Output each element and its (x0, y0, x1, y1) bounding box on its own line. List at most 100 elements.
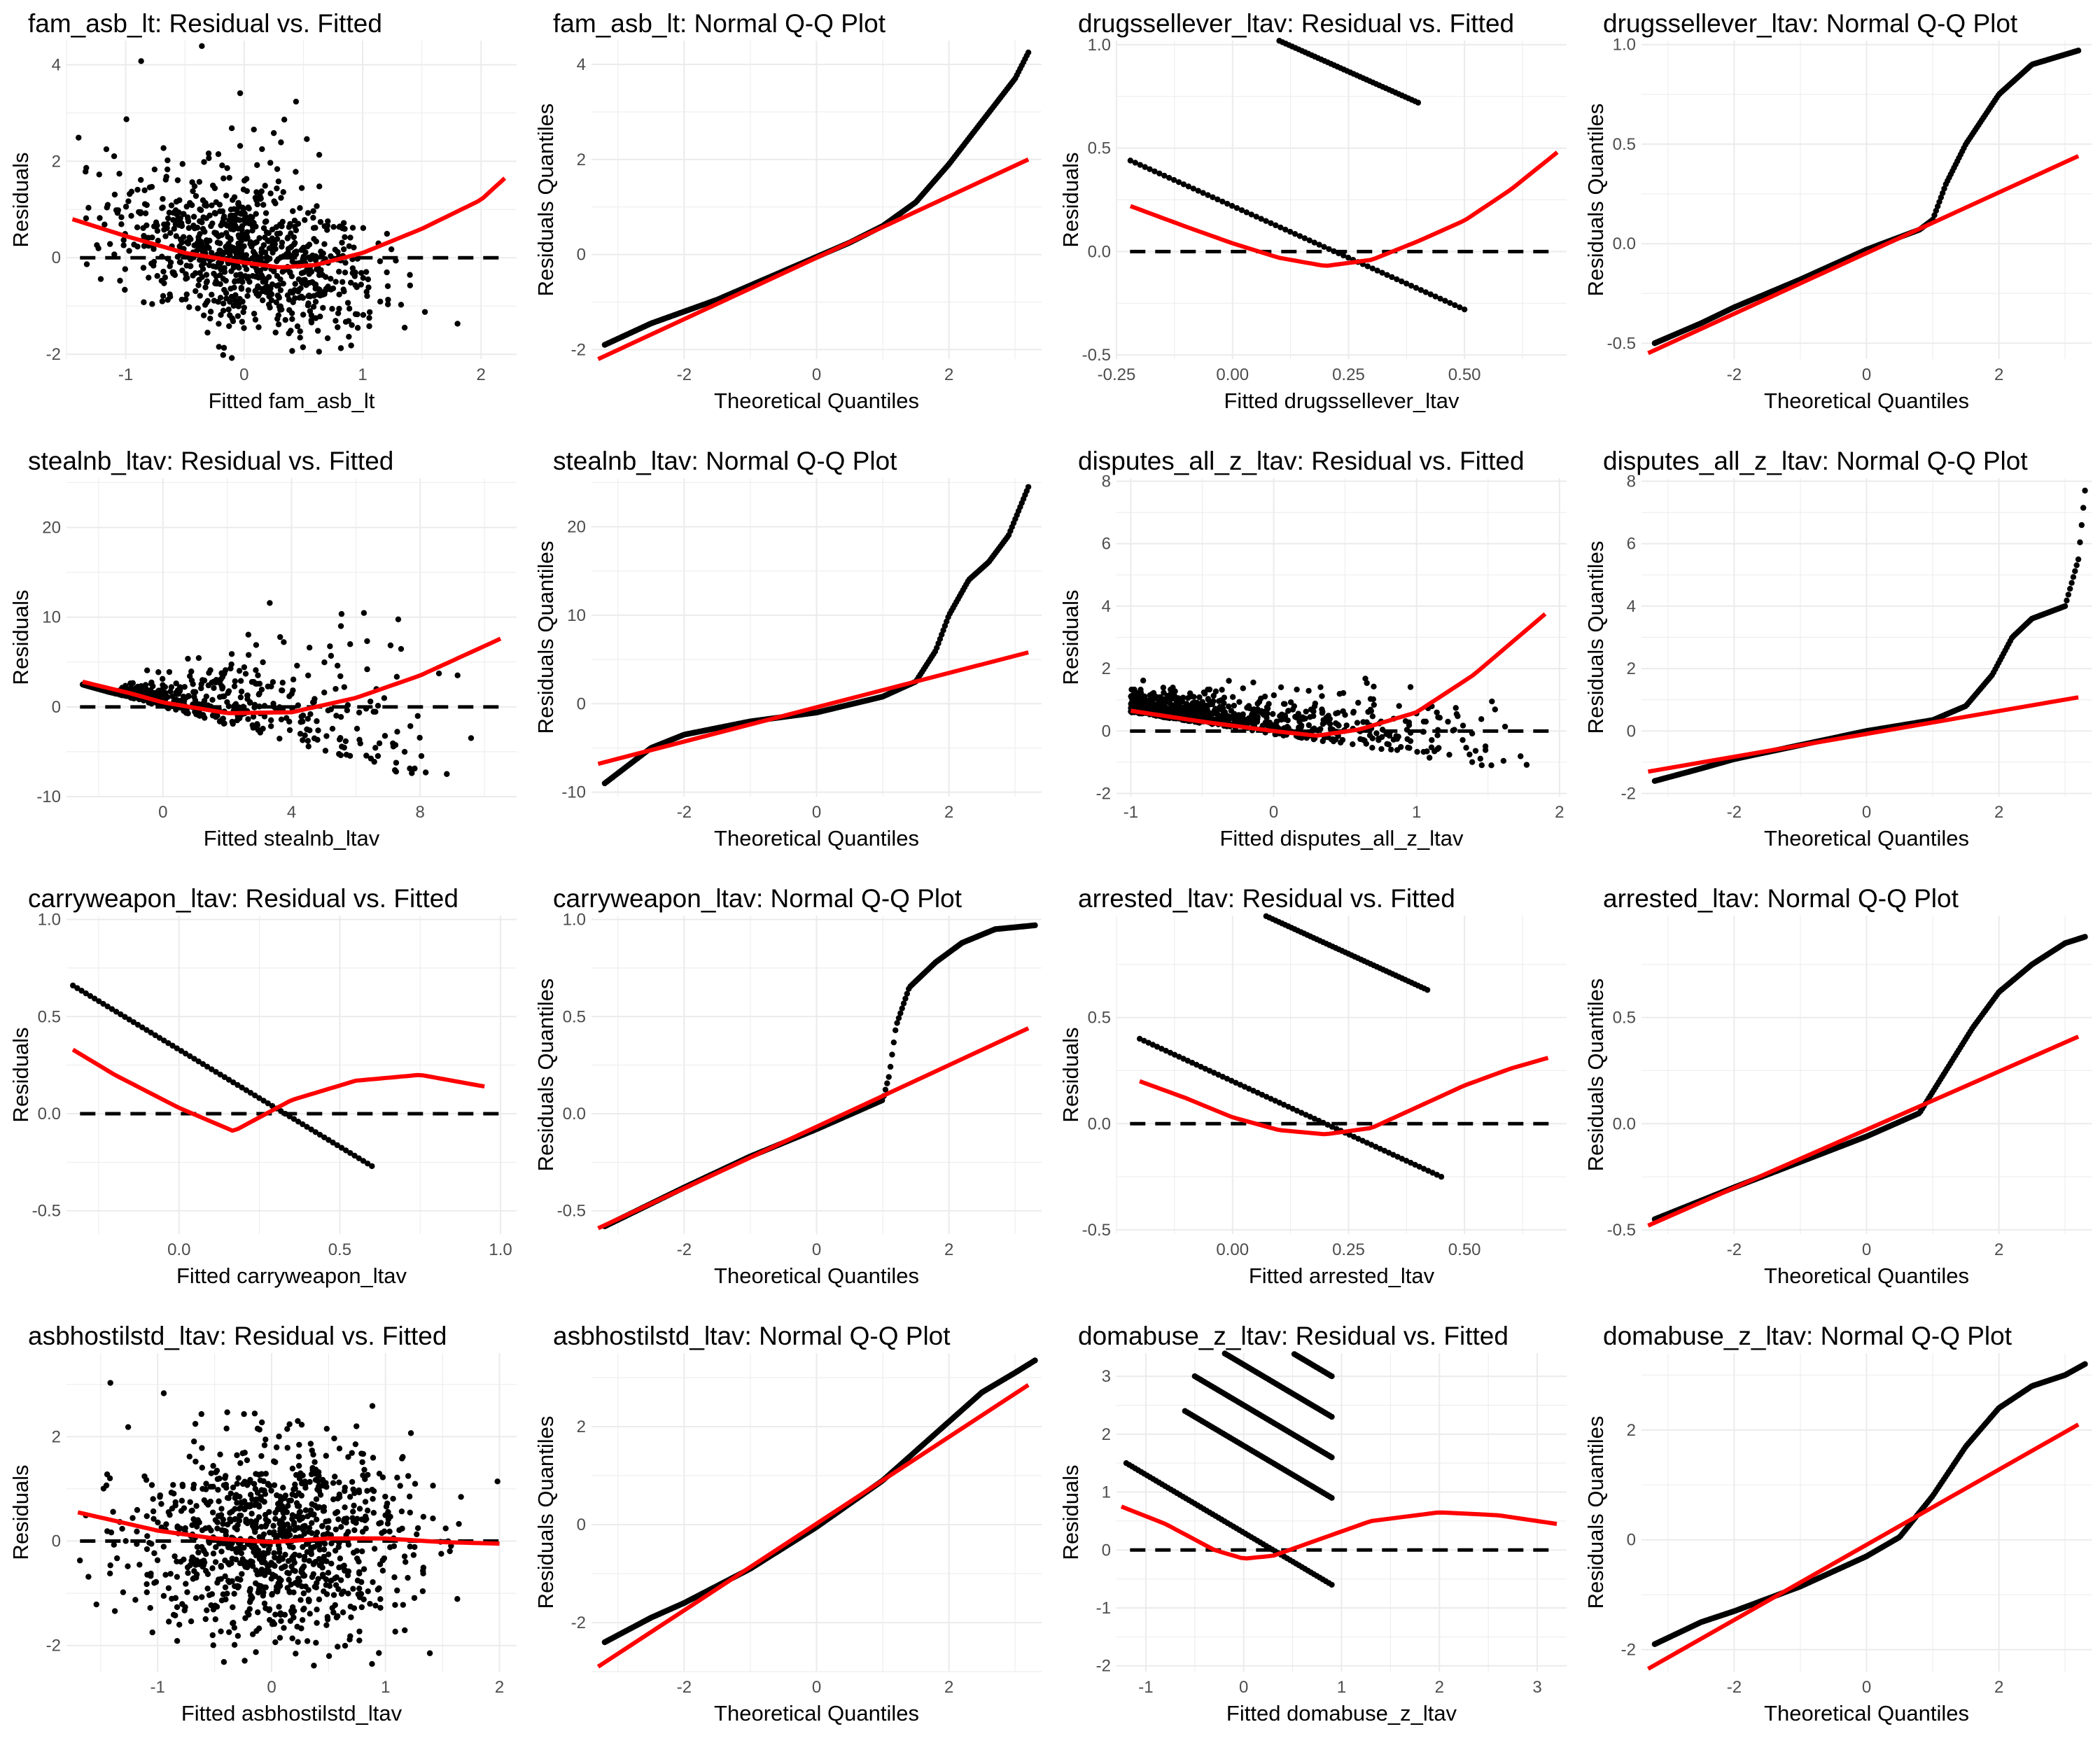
data-point (193, 248, 200, 254)
data-point (1355, 1135, 1362, 1142)
data-point (1219, 198, 1226, 205)
data-point (1434, 1172, 1440, 1178)
data-point (1147, 166, 1153, 172)
data-point (276, 735, 283, 742)
data-point (312, 225, 318, 231)
data-point (258, 249, 265, 256)
y-tick-label: 0 (1627, 722, 1636, 741)
x-tick-label: 0 (267, 1678, 276, 1697)
data-point (337, 673, 344, 680)
data-point (1406, 722, 1413, 729)
data-point (245, 631, 252, 638)
data-point (126, 1016, 132, 1023)
data-point (253, 239, 260, 245)
data-point (251, 1092, 258, 1099)
data-point (127, 190, 133, 197)
data-point (1209, 699, 1215, 706)
data-point (120, 242, 127, 248)
x-tick-label: 0.50 (1448, 365, 1481, 384)
y-tick-label: 0.0 (38, 1105, 61, 1124)
data-point (313, 1516, 320, 1522)
data-point (238, 286, 245, 292)
data-point (1312, 700, 1319, 707)
data-point (1161, 172, 1168, 179)
data-point (260, 725, 266, 732)
data-point (178, 296, 185, 303)
data-point (1264, 1093, 1270, 1100)
data-point (197, 293, 203, 299)
data-point (297, 328, 303, 335)
data-point (1127, 158, 1134, 164)
data-point (150, 683, 156, 690)
data-point (255, 727, 261, 734)
data-point (278, 1618, 284, 1625)
data-point (1324, 1121, 1331, 1128)
data-point (276, 281, 282, 288)
data-point (1231, 702, 1238, 709)
data-point (239, 1084, 245, 1091)
data-point (1357, 736, 1364, 743)
data-point (321, 659, 328, 666)
data-points (1136, 913, 1445, 1180)
data-point (232, 292, 239, 298)
data-point (1424, 748, 1430, 755)
data-point (183, 276, 189, 282)
data-point (1200, 190, 1206, 196)
data-point (292, 1481, 298, 1488)
data-point (1365, 708, 1371, 715)
data-point (1438, 1173, 1445, 1180)
data-point (266, 1508, 272, 1516)
data-point (223, 1425, 230, 1432)
data-point (337, 623, 344, 629)
data-point (155, 237, 161, 244)
data-point (328, 275, 334, 282)
data-point (2068, 580, 2075, 586)
data-point (225, 247, 232, 253)
data-point (311, 236, 317, 242)
x-tick-label: -1 (150, 1678, 165, 1697)
data-point (247, 1089, 254, 1096)
data-point (103, 146, 110, 153)
data-point (169, 1042, 176, 1049)
data-point (1404, 736, 1410, 743)
data-point (1502, 723, 1508, 730)
data-point (1224, 200, 1231, 207)
data-point (183, 262, 190, 269)
data-point (91, 995, 98, 1002)
data-point (216, 240, 223, 246)
data-point (322, 748, 329, 754)
data-point (410, 1552, 417, 1558)
data-point (1238, 207, 1245, 214)
data-point (1225, 704, 1232, 710)
data-point (290, 234, 298, 241)
data-point (304, 1124, 310, 1130)
data-point (207, 315, 214, 322)
data-point (174, 1574, 181, 1580)
data-point (125, 198, 132, 204)
data-point (1413, 285, 1420, 291)
data-point (252, 288, 258, 294)
x-tick-label: 1 (381, 1678, 390, 1697)
data-point (228, 268, 234, 274)
data-point (1457, 304, 1463, 311)
data-point (346, 1494, 354, 1500)
data-point (238, 688, 245, 695)
data-point (343, 751, 350, 758)
gridlines (1116, 478, 1567, 797)
data-point (332, 685, 339, 692)
data-point (279, 244, 285, 250)
x-tick-label: 2 (477, 365, 486, 384)
data-point (220, 175, 227, 182)
data-point (1320, 1119, 1326, 1126)
data-point (341, 744, 347, 751)
data-point (144, 1589, 150, 1595)
x-tick-label: -2 (677, 365, 692, 384)
data-point (189, 179, 195, 186)
data-point (1137, 162, 1143, 168)
data-point (1416, 1163, 1422, 1170)
data-point (196, 178, 203, 186)
data-point (1264, 722, 1270, 729)
data-point (336, 1446, 343, 1452)
data-point (162, 233, 169, 239)
